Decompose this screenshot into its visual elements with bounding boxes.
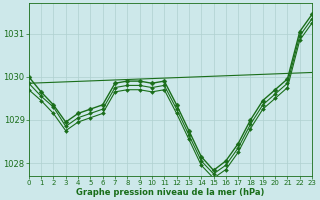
X-axis label: Graphe pression niveau de la mer (hPa): Graphe pression niveau de la mer (hPa)	[76, 188, 265, 197]
